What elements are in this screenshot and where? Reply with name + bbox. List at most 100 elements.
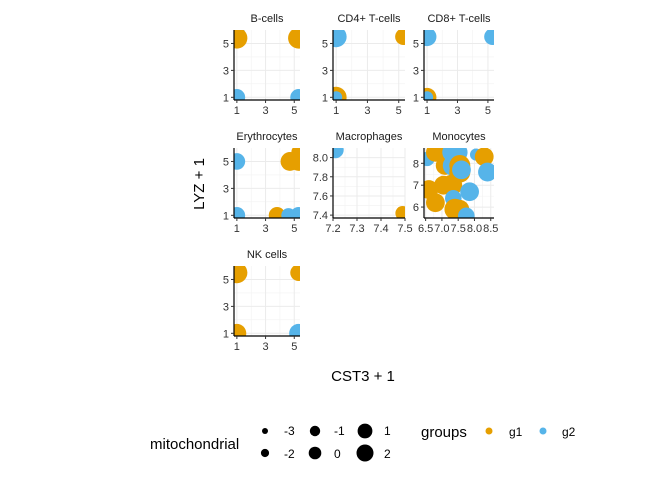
size-legend-key [308,446,322,460]
y-tick-label: 7 [413,180,419,192]
y-tick-label: 5 [223,274,229,286]
gridlines [234,266,300,336]
x-tick-label: 1 [234,223,240,235]
data-point [424,30,437,47]
facet-strip-title: Monocytes [432,131,486,143]
data-point [289,323,300,336]
point-group [333,148,405,218]
data-point [424,91,434,100]
y-tick-label: 3 [223,301,229,313]
facet-panel: CD8+ T-cells 1 3 5 1 3 5 [413,13,494,117]
data-point [474,148,494,167]
size-legend-item: -3 [262,424,295,438]
facet-panel: NK cells 1 3 5 1 3 5 [223,249,300,353]
color-legend-item: g2 [539,425,576,439]
facet-strip-title: CD4+ T-cells [337,13,401,25]
data-point [484,30,494,46]
y-tick-label: 1 [413,92,419,104]
x-tick-label: 5 [485,105,491,117]
size-legend-item: 2 [356,444,391,462]
size-legend-item: -2 [260,447,295,461]
y-tick-label: 1 [223,210,229,222]
data-point [289,152,300,171]
point-group [234,266,300,336]
point-group [333,30,405,100]
x-tick-label: 7.4 [373,223,388,235]
size-legend-label: 2 [384,447,391,461]
facet-strip-title: Erythrocytes [236,131,298,143]
y-tick-label: 1 [322,92,328,104]
size-legend-label: -3 [284,424,295,438]
y-tick-label: 8 [413,158,419,170]
x-tick-label: 5 [396,105,402,117]
point-group [424,30,494,100]
y-tick-label: 3 [322,65,328,77]
x-tick-label: 7.3 [349,223,364,235]
color-legend-item: g1 [485,425,523,439]
y-tick-label: 7.8 [313,172,328,184]
size-legend-label: 0 [334,447,341,461]
data-point [395,206,405,218]
x-tick-label: 3 [364,105,370,117]
color-legend-label: g1 [509,425,523,439]
data-point [478,162,494,182]
data-point [333,30,347,48]
data-point [452,160,471,180]
x-tick-label: 1 [424,105,430,117]
x-tick-label: 7.5 [397,223,412,235]
y-tick-label: 8.0 [313,153,328,165]
facet-panel: CD4+ T-cells 1 3 5 1 3 5 [322,13,405,117]
y-tick-label: 1 [223,328,229,340]
x-tick-label: 8.0 [467,223,482,235]
size-legend-title: mitochondrial [150,436,239,453]
size-legend-item: 0 [308,446,341,461]
x-tick-label: 7.0 [434,223,449,235]
data-point [288,30,300,49]
gridlines [332,148,406,218]
size-legend-key [357,423,373,439]
data-point [458,207,475,218]
legend: mitochondrial groups -3 -2 -1 0 1 2 g1 g2 [150,423,576,462]
data-point [234,89,246,100]
color-legend-title: groups [421,424,467,441]
point-group [234,30,300,100]
y-tick-label: 3 [223,183,229,195]
y-tick-label: 5 [223,156,229,168]
y-tick-label: 5 [322,38,328,50]
facet-panel: Erythrocytes 1 3 5 1 3 5 [223,131,300,235]
color-legend-label: g2 [562,425,576,439]
color-legend-key [485,427,493,435]
size-legend-key [260,448,270,458]
data-point [234,323,247,336]
size-legend-label: 1 [384,424,391,438]
facet-panel: Macrophages 7.2 7.3 7.4 7.5 7.4 7.6 7.8 8.0 [313,131,413,235]
size-legend-key [262,428,268,434]
data-point [333,148,344,159]
y-tick-label: 5 [413,38,419,50]
data-point [234,153,246,170]
x-tick-label: 1 [234,105,240,117]
x-tick-label: 3 [263,341,269,353]
size-legend-key [356,444,374,462]
point-group [424,148,494,218]
y-tick-label: 3 [413,65,419,77]
y-axis-title: LYZ + 1 [191,158,208,210]
x-tick-label: 7.2 [325,223,340,235]
data-point [460,182,479,202]
y-tick-label: 1 [223,92,229,104]
x-tick-label: 3 [263,105,269,117]
size-legend-label: -2 [284,447,295,461]
x-tick-label: 8.5 [483,223,498,235]
facet-strip-title: CD8+ T-cells [427,13,491,25]
x-tick-label: 7.5 [451,223,466,235]
data-point [333,91,343,100]
facet-panel: Monocytes 6.5 7.0 7.5 8.0 8.5 6 7 8 [413,131,499,235]
color-legend-key [539,427,547,435]
x-axis-title: CST3 + 1 [331,368,395,385]
x-tick-label: 5 [291,223,297,235]
point-group [234,148,300,218]
data-point [268,207,286,218]
data-point [234,30,248,49]
data-point [425,193,445,213]
